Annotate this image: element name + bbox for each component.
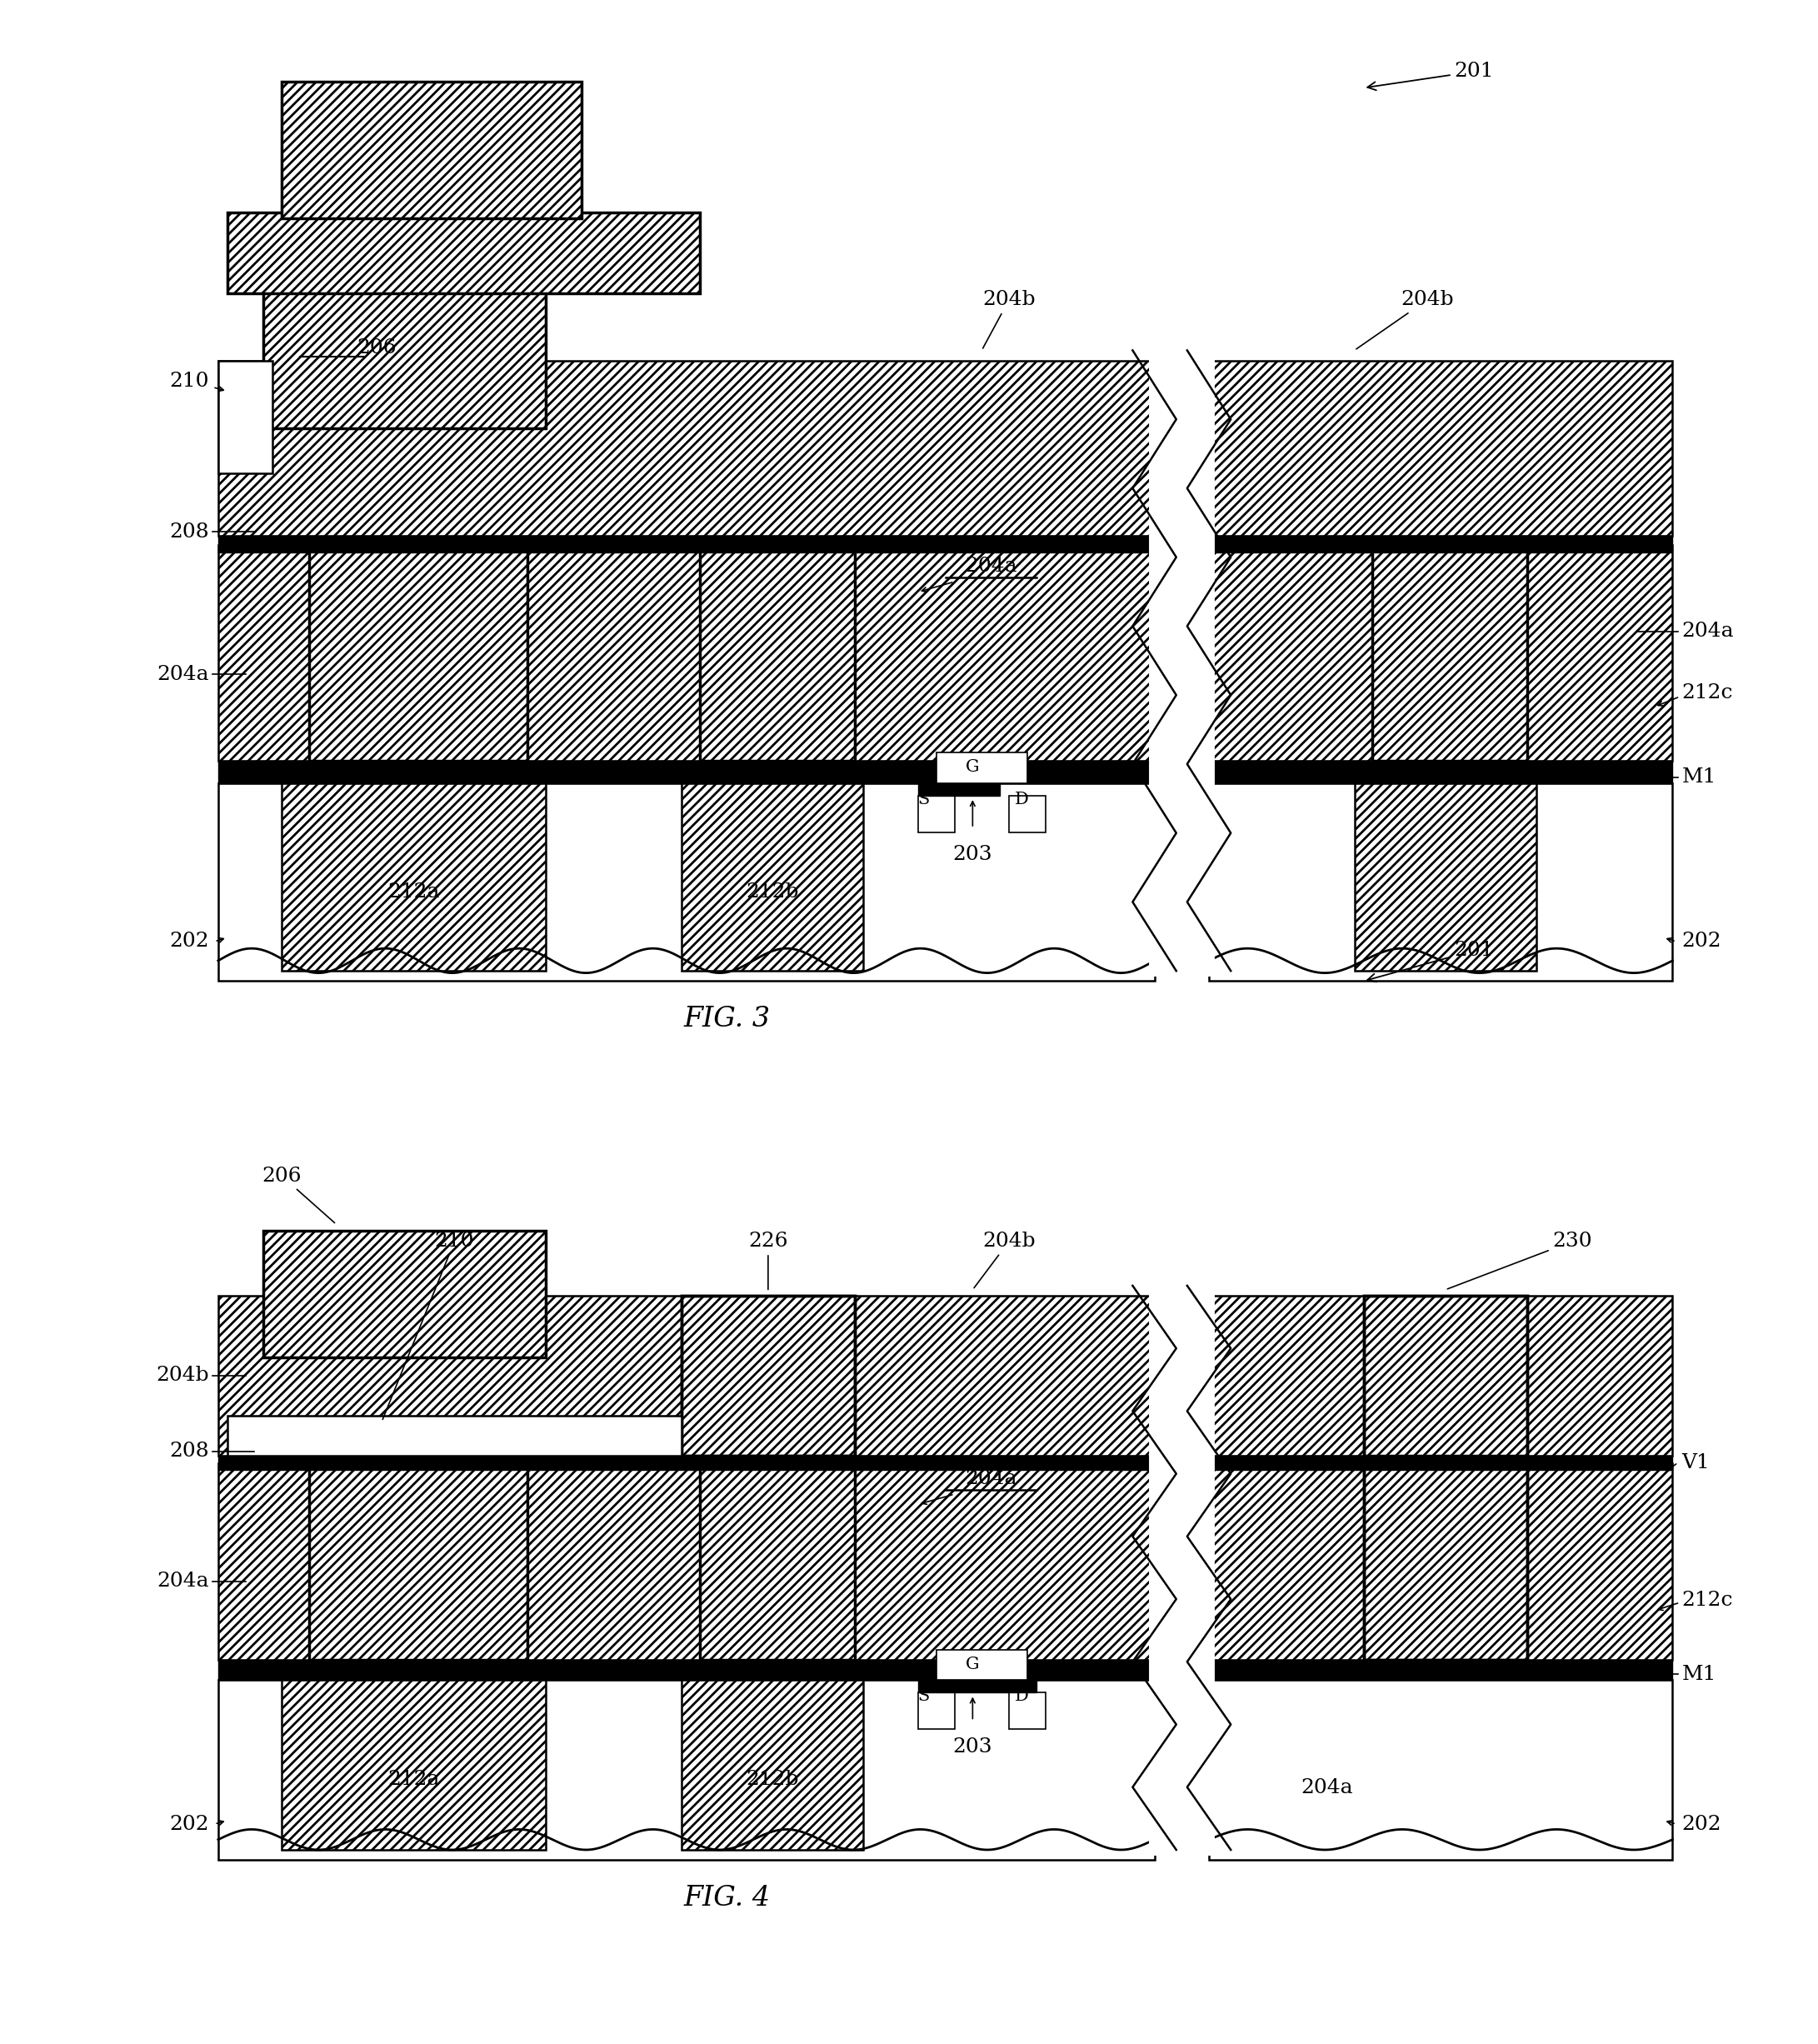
Text: M1: M1 xyxy=(1682,1664,1716,1684)
Bar xyxy=(1209,1455,1673,1470)
Text: 203: 203 xyxy=(953,1737,993,1756)
Text: 226: 226 xyxy=(749,1233,787,1290)
Bar xyxy=(682,1296,854,1455)
Bar xyxy=(1009,1692,1045,1729)
Text: 212c: 212c xyxy=(1682,683,1733,701)
Text: 210: 210 xyxy=(169,372,209,390)
Bar xyxy=(1209,760,1673,783)
Text: 206: 206 xyxy=(356,339,396,358)
Bar xyxy=(227,213,700,292)
Bar xyxy=(1354,783,1536,971)
Text: 206: 206 xyxy=(262,1167,335,1222)
Text: 204b: 204b xyxy=(982,290,1036,347)
Bar xyxy=(218,546,1154,760)
Bar xyxy=(700,546,854,760)
Bar xyxy=(218,760,1154,783)
Text: 212c: 212c xyxy=(1682,1590,1733,1611)
Bar xyxy=(218,360,1154,536)
Text: D: D xyxy=(1014,1688,1029,1705)
Text: 204b: 204b xyxy=(974,1233,1036,1288)
Bar xyxy=(1209,1296,1673,1455)
Text: 212a: 212a xyxy=(387,883,440,901)
Bar xyxy=(218,1680,1154,1860)
Bar xyxy=(227,1414,682,1455)
Text: 212b: 212b xyxy=(745,1770,800,1788)
Text: 202: 202 xyxy=(169,932,209,950)
Bar xyxy=(1364,1296,1527,1660)
Text: FIG. 4: FIG. 4 xyxy=(684,1885,771,1911)
Text: FIG. 3: FIG. 3 xyxy=(684,1006,771,1032)
Text: 204a: 204a xyxy=(156,1572,209,1590)
Text: 208: 208 xyxy=(169,523,209,542)
Text: 204b: 204b xyxy=(1356,290,1454,350)
Bar xyxy=(218,536,1154,552)
Bar xyxy=(1209,1660,1673,1680)
Bar xyxy=(218,1296,1154,1455)
Bar xyxy=(309,1464,527,1660)
Bar xyxy=(282,783,545,971)
Bar xyxy=(1364,1296,1527,1455)
Bar xyxy=(218,360,273,472)
Text: S: S xyxy=(918,1688,929,1705)
Text: D: D xyxy=(1014,791,1029,807)
Text: 204b: 204b xyxy=(156,1365,209,1386)
Bar xyxy=(918,1680,1036,1692)
Text: 210: 210 xyxy=(382,1233,474,1419)
Text: 204a: 204a xyxy=(1682,621,1734,642)
Bar xyxy=(682,1680,864,1850)
Text: 203: 203 xyxy=(953,844,993,865)
Bar xyxy=(264,1230,545,1357)
Bar xyxy=(1209,360,1673,536)
Text: G: G xyxy=(965,1656,980,1672)
Text: S: S xyxy=(918,791,929,807)
Bar xyxy=(1209,536,1673,552)
Bar xyxy=(282,82,582,219)
Bar xyxy=(1364,1464,1527,1660)
Text: 201: 201 xyxy=(1367,940,1494,981)
Text: 202: 202 xyxy=(1682,1815,1722,1833)
Bar xyxy=(918,795,954,832)
Text: 212b: 212b xyxy=(745,883,800,901)
Bar xyxy=(218,1455,1154,1470)
Text: 202: 202 xyxy=(169,1815,209,1833)
Bar xyxy=(282,1680,545,1850)
Bar xyxy=(218,1660,1154,1680)
Bar xyxy=(936,1650,1027,1680)
Text: V1: V1 xyxy=(1682,1453,1709,1472)
Text: 204a: 204a xyxy=(156,664,209,685)
Bar xyxy=(218,783,1154,981)
Text: 201: 201 xyxy=(1367,61,1494,90)
Text: 212a: 212a xyxy=(387,1770,440,1788)
Bar xyxy=(264,288,545,427)
Bar xyxy=(1209,1464,1673,1660)
Bar xyxy=(936,752,1027,783)
Bar xyxy=(1009,795,1045,832)
Bar xyxy=(918,783,1000,795)
Text: G: G xyxy=(965,758,980,775)
Text: 204a: 204a xyxy=(1302,1778,1353,1797)
Bar xyxy=(1373,546,1527,760)
Text: 204a: 204a xyxy=(965,556,1016,576)
Bar xyxy=(700,1464,854,1660)
Bar xyxy=(218,1464,1154,1660)
Bar xyxy=(1209,1680,1673,1860)
Bar xyxy=(682,1296,854,1455)
Bar xyxy=(309,546,527,760)
Text: 230: 230 xyxy=(1447,1233,1593,1290)
Bar xyxy=(1209,783,1673,981)
Text: M1: M1 xyxy=(1682,769,1716,787)
Bar xyxy=(682,783,864,971)
Text: 208: 208 xyxy=(169,1441,209,1461)
Bar xyxy=(1209,546,1673,760)
Text: 204a: 204a xyxy=(965,1470,1016,1488)
Text: 202: 202 xyxy=(1682,932,1722,950)
Bar xyxy=(918,1692,954,1729)
